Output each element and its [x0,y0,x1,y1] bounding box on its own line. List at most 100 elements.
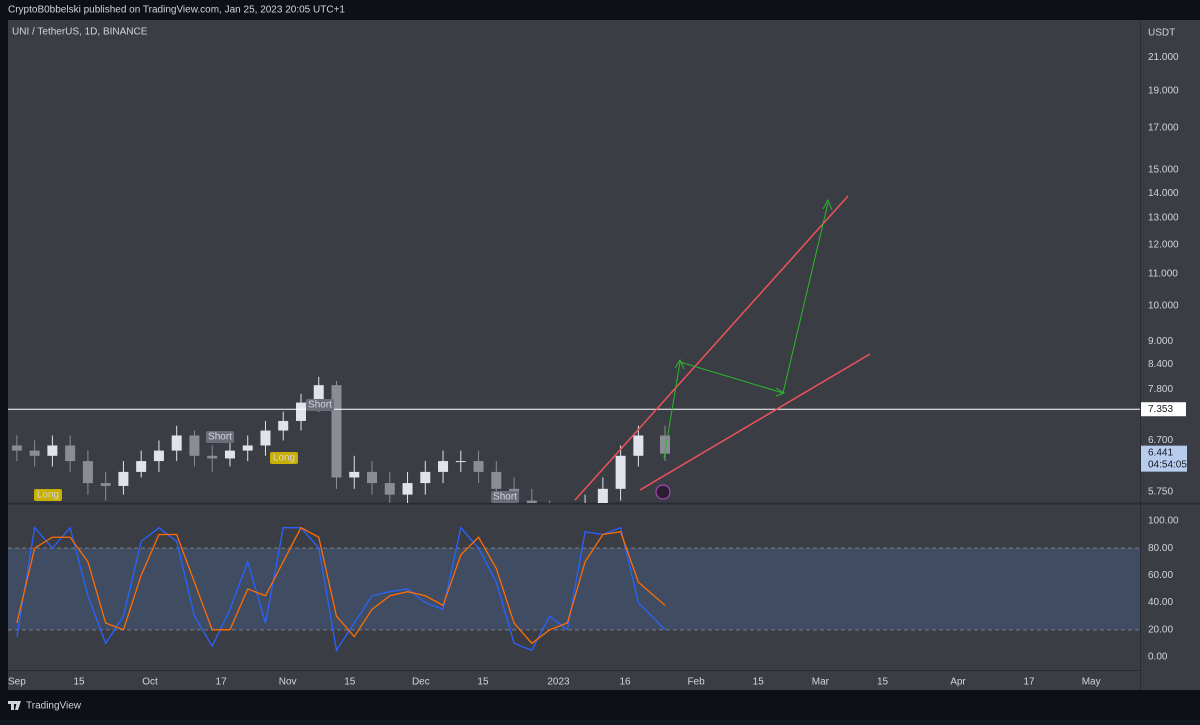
x-tick-label: 2023 [547,677,570,688]
candle-body [65,445,76,462]
y-tick-label: 5.750 [1148,486,1173,497]
x-tick-label: May [1082,677,1101,688]
arrow-head [674,198,833,397]
x-tick-label: 15 [73,677,85,688]
y-tick-label: 14.000 [1148,188,1179,199]
y-tick-label: 11.000 [1148,269,1178,280]
x-tick-label: 16 [619,677,631,688]
currency: USDT [1148,28,1175,39]
signal-tag-bg [306,399,334,411]
candle-body [331,385,342,478]
x-tick-label: Dec [412,677,430,688]
candle-body [367,471,378,484]
x-tick-label: 15 [344,677,356,688]
y-tick-label: 6.700 [1148,435,1173,446]
candle-body [118,471,129,486]
x-tick-label: 17 [1023,677,1035,688]
trend-line [574,195,849,501]
candle-body [100,483,111,486]
y-tick-label: 9.000 [1148,336,1173,347]
signal-tag: Short [308,400,332,411]
price-label-box [1141,402,1186,417]
y-tick-label: 7.800 [1148,384,1173,395]
signal-tag: Long [273,453,295,464]
candle-body [349,471,360,478]
candle-body [242,445,253,451]
logo [8,701,21,710]
candle-body [633,435,644,456]
signal-tag: Long [37,490,59,501]
signal-tag-bg [491,491,519,503]
oscillator-line [16,526,666,652]
y-tick-label: 19.000 [1148,85,1179,96]
y-tick-label: 100.00 [1148,516,1179,527]
x-tick-label: Feb [687,677,705,688]
candle-body [260,430,271,446]
y-tick-label: 12.000 [1148,240,1179,251]
signal-tag-bg [206,431,234,443]
band-fill [8,548,1140,630]
candle-body [615,455,626,489]
candle-body [526,500,537,503]
y-tick-label: 0.00 [1148,652,1168,663]
candle-body [473,461,484,472]
drawings [574,195,871,501]
y-tick-label: 17.000 [1148,123,1179,134]
x-tick-label: 15 [477,677,489,688]
candle-body [660,435,671,454]
y-tick-label: 60.00 [1148,570,1173,581]
x-tick-label: 15 [877,677,889,688]
price-pane: Short Short Long Long Short [8,376,1140,503]
y-tick-label: 40.00 [1148,597,1173,608]
candle-body [136,461,147,472]
candle-body [47,445,58,456]
y-tick-label: 15.000 [1148,165,1179,176]
candle-body [313,385,324,403]
price-label: 7.353 [1148,404,1173,415]
candle-body [295,402,306,421]
y-tick-label: 21.000 [1148,52,1179,63]
x-tick-label: Oct [142,677,158,688]
axes: 21.000 19.000 17.000 15.000 14.000 13.000 12.0… [8,52,1187,688]
y-tick-label: 8.400 [1148,359,1173,370]
countdown: 04:54:05 [1148,459,1187,470]
trend-line [639,353,871,491]
candle-body [420,471,431,484]
x-tick-label: Sep [8,677,26,688]
candle-body [207,455,218,459]
y-tick-label: 20.00 [1148,624,1173,635]
candle-body [29,450,40,456]
candle-body [384,483,395,495]
last-price-box [1141,445,1187,472]
candle-body [402,483,413,495]
alert-icon[interactable] [655,484,671,500]
x-tick-label: Apr [950,677,966,688]
candle-body [82,461,93,484]
publisher: CryptoB0bbelski published on TradingView… [8,5,345,16]
footer-brand: TradingView [26,701,82,712]
symbol: UNI / TetherUS, 1D, BINANCE [12,27,148,38]
oscillator-pane [8,526,1140,652]
y-tick-label: 13.000 [1148,213,1179,224]
x-tick-label: 17 [216,677,228,688]
signal-tag: Short [493,492,517,503]
signal-tag-bg [270,452,298,464]
x-tick-label: 15 [753,677,765,688]
candle-body [491,471,502,489]
signal-tag: Short [208,432,232,443]
candle-body [455,461,466,463]
candle-body [438,461,449,472]
candle-body [171,435,182,451]
y-tick-label: 10.000 [1148,301,1179,312]
last-price: 6.441 [1148,447,1173,458]
projection-arrow [663,202,829,459]
candle-body [597,488,608,503]
candle-body [153,450,164,462]
candle-body [224,450,235,459]
y-tick-label: 80.00 [1148,543,1173,554]
oscillator-line [16,526,666,645]
x-tick-label: Nov [279,677,297,688]
candle-body [189,435,200,456]
candle-body [278,420,289,431]
